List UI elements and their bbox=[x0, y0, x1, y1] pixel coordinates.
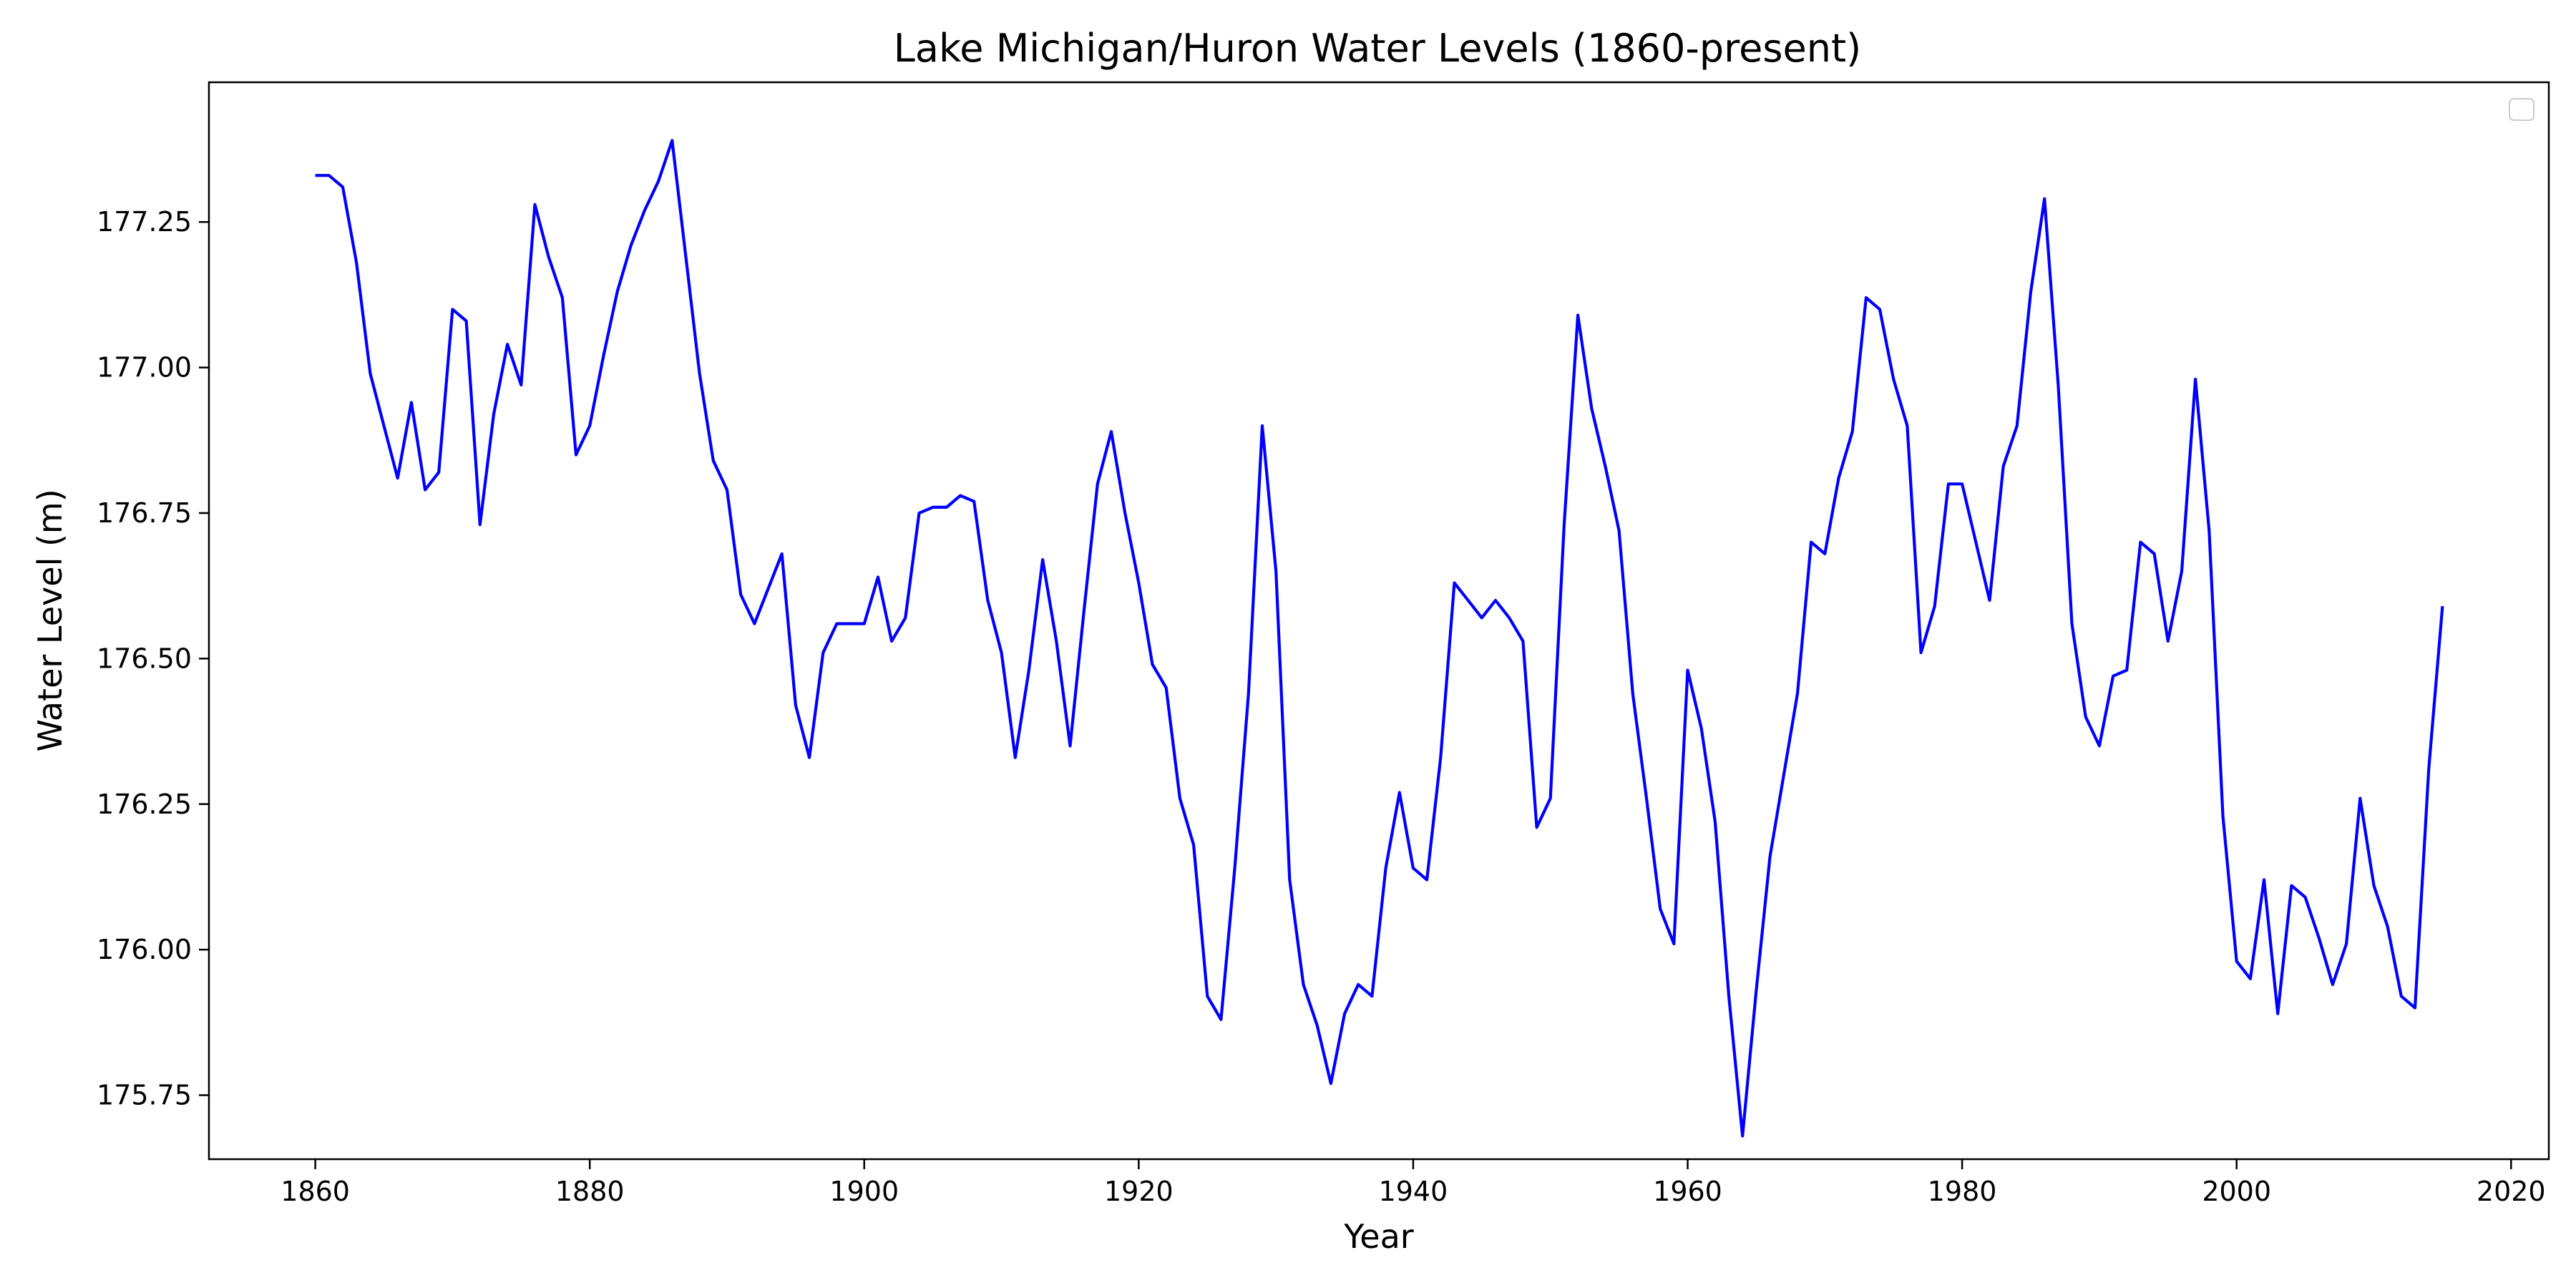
series-layer bbox=[315, 139, 2444, 1138]
water-level-line bbox=[315, 139, 2444, 1138]
x-axis-label: Year bbox=[1343, 1217, 1413, 1256]
x-tick-label: 1900 bbox=[829, 1176, 899, 1207]
y-tick-label: 176.00 bbox=[97, 934, 192, 965]
x-tick-label: 1960 bbox=[1653, 1176, 1722, 1207]
axes-frame bbox=[208, 81, 2550, 1161]
x-tick-label: 1920 bbox=[1104, 1176, 1174, 1207]
x-tick-label: 1980 bbox=[1928, 1176, 1997, 1207]
y-axis-label: Water Level (m) bbox=[31, 489, 69, 751]
y-tick-label: 176.25 bbox=[97, 789, 192, 820]
x-axis: 1860 1880 1900 1920 1940 1960 1980 2000 2020 bbox=[280, 1159, 2546, 1207]
chart-title: Lake Michigan/Huron Water Levels (1860-p… bbox=[894, 26, 1861, 71]
y-tick-label: 177.00 bbox=[97, 352, 192, 384]
y-axis: 175.75 176.00 176.25 176.50 176.75 177.00 177.… bbox=[97, 206, 209, 1111]
x-tick-label: 1880 bbox=[555, 1176, 625, 1207]
legend-box bbox=[2509, 98, 2534, 121]
y-tick-label: 175.75 bbox=[97, 1080, 192, 1111]
plot-area: 1860 1880 1900 1920 1940 1960 1980 2000 2020 175… bbox=[97, 81, 2550, 1207]
x-tick-label: 2020 bbox=[2477, 1176, 2546, 1207]
y-tick-label: 177.25 bbox=[97, 206, 192, 238]
x-tick-label: 2000 bbox=[2202, 1176, 2271, 1207]
y-tick-label: 176.50 bbox=[97, 643, 192, 674]
x-tick-label: 1940 bbox=[1379, 1176, 1448, 1207]
x-tick-label: 1860 bbox=[280, 1176, 350, 1207]
y-tick-label: 176.75 bbox=[97, 497, 192, 529]
